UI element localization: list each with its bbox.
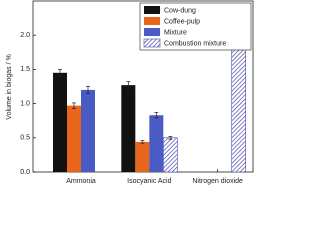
error-bar: [154, 112, 159, 119]
y-tick-label: 0.0: [20, 169, 30, 176]
bar: [135, 141, 150, 172]
legend-label: Cow-dung: [164, 7, 196, 14]
error-bar: [58, 69, 62, 77]
bar: [149, 115, 164, 172]
y-tick-label: 2.0: [20, 32, 30, 39]
x-tick-label: Nitrogen dioxide: [192, 178, 243, 185]
bar: [163, 137, 178, 173]
y-tick-label: 0.5: [20, 135, 30, 142]
legend-swatch: [144, 28, 160, 36]
error-bar: [168, 136, 173, 140]
y-axis-label: Volume in biogas / %: [6, 54, 13, 119]
bar: [53, 72, 67, 172]
x-tick-label: Ammonia: [66, 178, 96, 185]
error-bar: [86, 86, 90, 94]
x-tick-label: Isocyanic Acid: [127, 178, 171, 185]
bar: [81, 89, 95, 172]
bar: [121, 85, 136, 172]
error-bar: [72, 102, 76, 109]
chart: Volume in biogas / % 0.0 0.5 1.0 1.5 2.0 Ammo…: [6, 0, 254, 185]
legend-swatch: [143, 38, 161, 48]
bar: [67, 105, 81, 172]
bar: [231, 32, 246, 173]
legend-label: Combustion mixture: [164, 40, 226, 47]
error-bar: [126, 81, 131, 89]
legend-swatch: [144, 6, 160, 14]
legend-label: Mixture: [164, 29, 187, 36]
y-tick-label: 1.5: [20, 66, 30, 73]
legend-label: Coffee-pulp: [164, 18, 200, 25]
legend-swatch: [144, 17, 160, 25]
error-bar: [140, 140, 145, 144]
y-tick-label: 1.0: [20, 100, 30, 107]
